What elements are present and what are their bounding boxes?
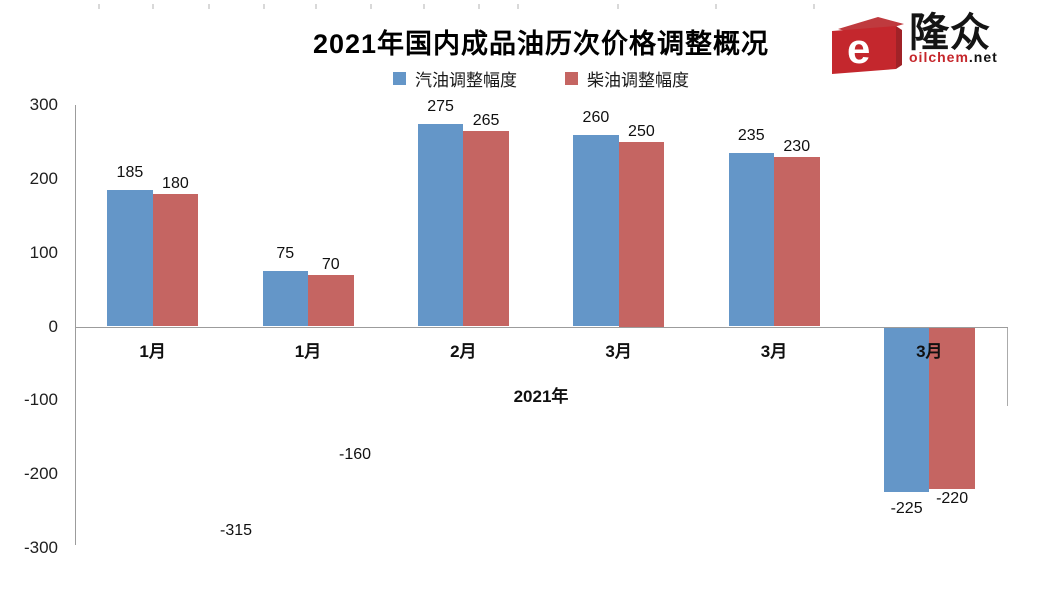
artifact-tick	[152, 4, 154, 9]
bar-value-label: -220	[936, 489, 969, 507]
artifact-tick	[423, 4, 425, 9]
artifact-tick	[813, 4, 815, 9]
bar-value-label: 185	[116, 164, 144, 182]
gasoline-bar	[573, 134, 619, 327]
artifact-tick	[617, 4, 619, 9]
site-oilchem: oilchem	[909, 49, 969, 65]
diesel-bar	[618, 142, 665, 327]
bar-value-label: 265	[472, 112, 500, 130]
gasoline-bar	[883, 326, 930, 493]
x-axis-title: 2021年	[513, 387, 569, 406]
bar-value-label: 260	[582, 108, 610, 126]
gasoline-swatch-icon	[393, 71, 406, 85]
category-label: 1月	[294, 342, 322, 361]
artifact-tick	[208, 4, 210, 9]
legend-label-diesel: 柴油调整幅度	[587, 70, 689, 90]
bar-value-label: 250	[628, 123, 655, 141]
gasoline-bar	[417, 123, 464, 327]
y-tick-label: 300	[29, 95, 58, 115]
category-label: 1月	[139, 342, 166, 361]
bar-value-label: 180	[162, 174, 189, 192]
diesel-bar	[774, 156, 820, 327]
diesel-bar	[308, 274, 354, 327]
gasoline-bar	[728, 153, 774, 327]
artifact-tick	[370, 4, 372, 9]
legend-item-gasoline: 汽油调整幅度	[393, 66, 517, 91]
artifact-tick	[517, 4, 519, 9]
category-label: 3月	[605, 342, 632, 361]
legend-item-diesel: 柴油调整幅度	[565, 66, 689, 91]
y-tick-label: 200	[29, 169, 58, 189]
y-tick-label: -100	[23, 390, 58, 410]
category-label: 2月	[450, 342, 477, 361]
zero-axis-line	[75, 327, 1008, 328]
gasoline-bar	[107, 190, 153, 327]
diesel-swatch-icon	[565, 71, 578, 85]
artifact-tick	[98, 4, 100, 9]
category-label: 3月	[916, 342, 943, 361]
right-border-stub	[1007, 327, 1008, 406]
brand-name: 隆众	[909, 11, 991, 55]
brand-text-block: 隆众 oilchem.net	[909, 12, 998, 64]
diesel-bar	[152, 193, 199, 327]
gasoline-bar	[262, 271, 308, 327]
stray-value-label: -315	[219, 522, 253, 539]
artifact-tick	[478, 4, 480, 9]
oilchem-logo: e 隆众 oilchem.net	[826, 12, 998, 76]
e-cube-icon: e	[832, 17, 904, 74]
category-label: 3月	[760, 342, 788, 361]
legend: 汽油调整幅度 柴油调整幅度	[75, 66, 1007, 90]
bar-value-label: 235	[737, 127, 765, 145]
chart-title: 2021年国内成品油历次价格调整概况	[312, 29, 770, 59]
diesel-bar	[463, 131, 509, 327]
artifact-tick	[715, 4, 717, 9]
site-net: .net	[968, 49, 998, 65]
y-tick-label: -200	[23, 463, 58, 483]
brand-site: oilchem.net	[909, 50, 998, 64]
diesel-bar	[929, 326, 975, 489]
y-tick-label: 0	[48, 316, 58, 336]
artifact-tick	[263, 4, 265, 9]
stray-value-label: -160	[338, 446, 372, 463]
y-tick-label: 100	[29, 242, 58, 262]
bar-value-label: -225	[890, 500, 923, 518]
y-axis-line	[75, 105, 76, 545]
legend-label-gasoline: 汽油调整幅度	[415, 70, 517, 90]
y-tick-label: -300	[23, 537, 58, 557]
svg-text:e: e	[847, 25, 870, 72]
bar-value-label: 75	[276, 245, 295, 263]
bar-value-label: 275	[427, 97, 454, 115]
bar-value-label: 230	[783, 137, 811, 155]
bar-value-label: 70	[321, 255, 340, 273]
artifact-tick	[315, 4, 317, 9]
